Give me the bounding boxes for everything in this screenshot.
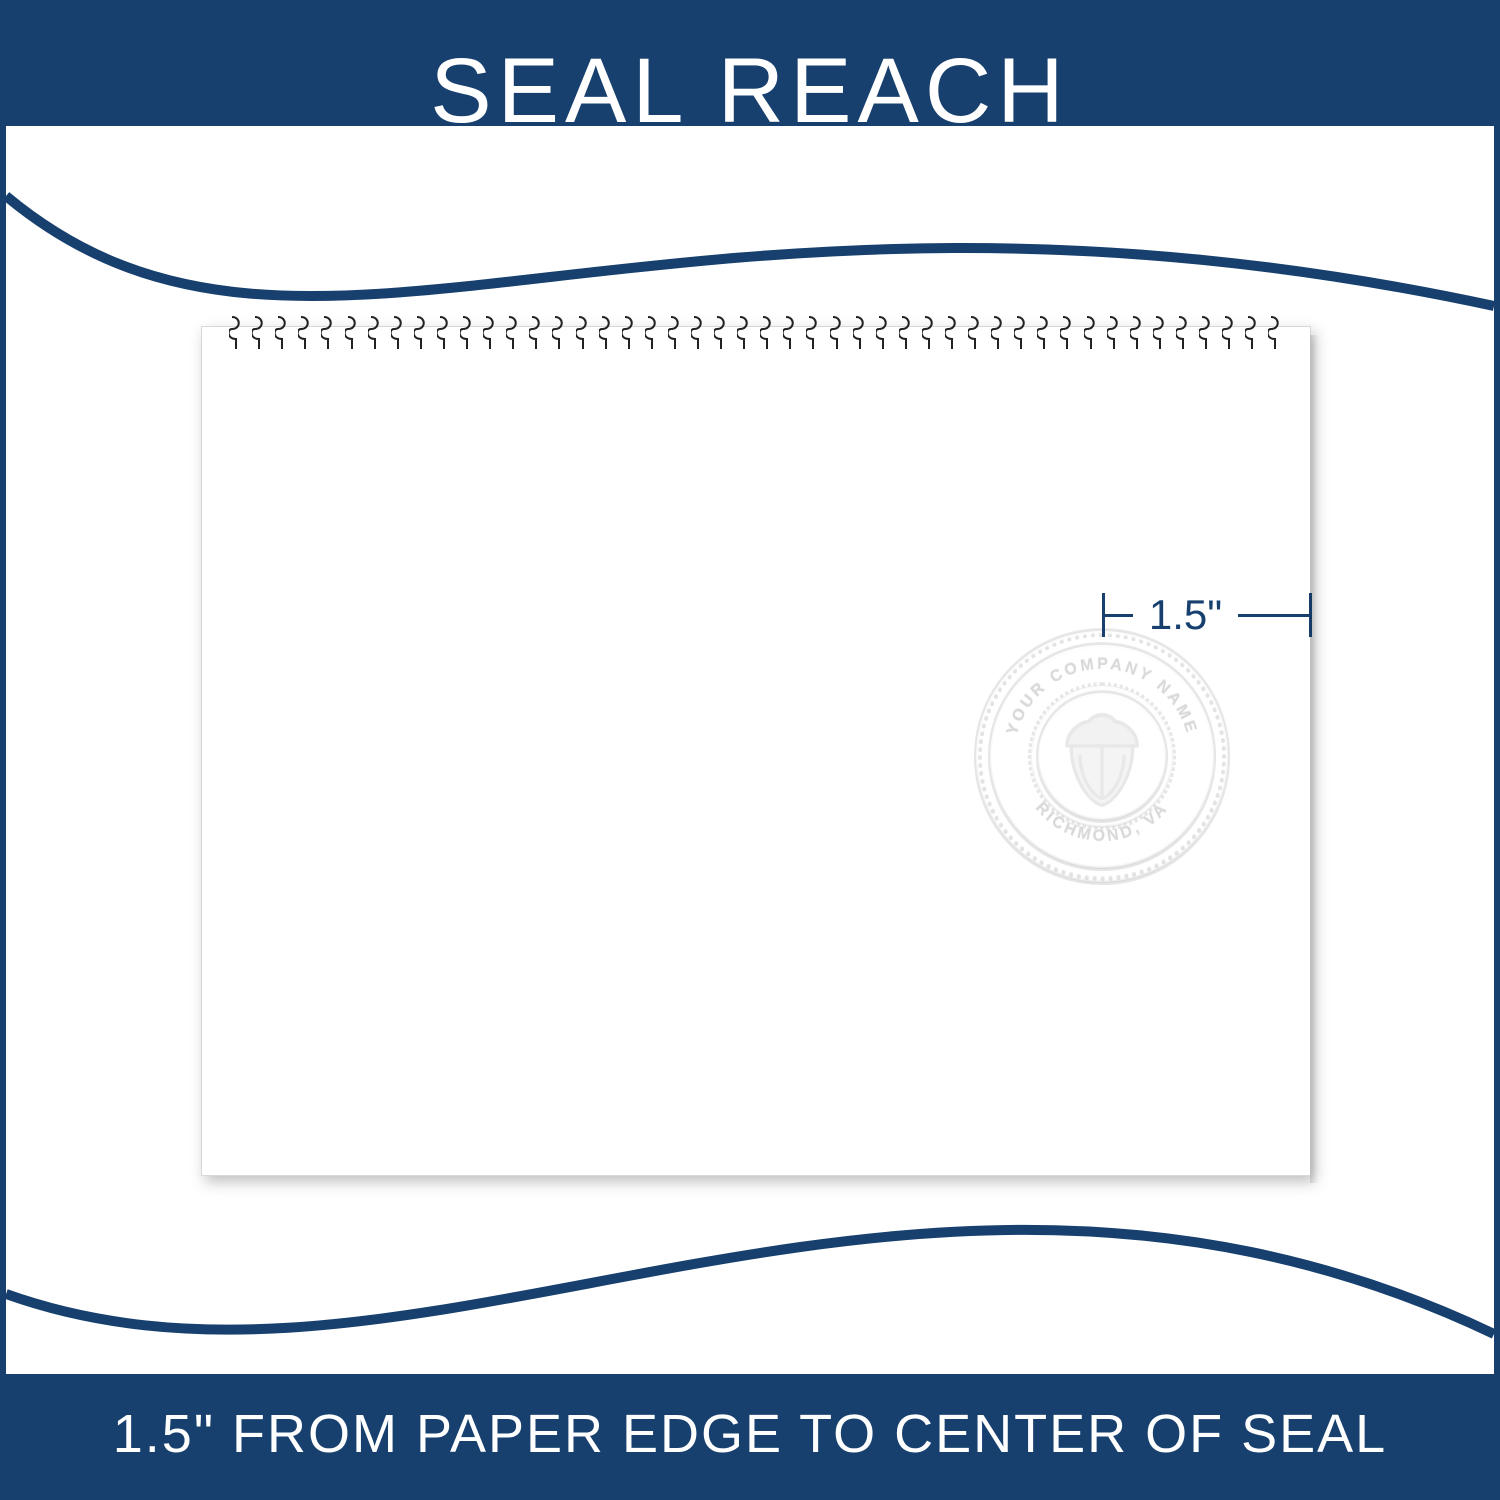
spiral-loop [645,315,659,349]
header-band: SEAL REACH [6,6,1494,176]
spiral-loop [345,315,359,349]
spiral-loop [460,315,474,349]
spiral-loop [622,315,636,349]
spiral-loop [1084,315,1098,349]
spiral-loop [599,315,613,349]
spiral-loop [806,315,820,349]
spiral-loop [552,315,566,349]
spiral-loop [1199,315,1213,349]
measure-right-cap [1309,593,1312,637]
measure-label: 1.5" [1133,591,1238,639]
spiral-loop [1153,315,1167,349]
spiral-loop [783,315,797,349]
spiral-loop [414,315,428,349]
notepad: YOUR COMPANY NAME RICHMOND, VA 1.5" [201,326,1311,1176]
measure-bar-left [1105,614,1133,617]
spiral-loop [760,315,774,349]
spiral-loop [830,315,844,349]
measure-bar-right [1238,614,1309,617]
acorn-icon [1047,702,1157,812]
spiral-loop [229,315,243,349]
spiral-loop [437,315,451,349]
footer-band: 1.5" FROM PAPER EDGE TO CENTER OF SEAL [6,1374,1494,1494]
spiral-loop [968,315,982,349]
spiral-loop [853,315,867,349]
spiral-loop [1107,315,1121,349]
spiral-loop [1268,315,1282,349]
spiral-loop [945,315,959,349]
spiral-loop [483,315,497,349]
spiral-loop [714,315,728,349]
spiral-loop [922,315,936,349]
spiral-loop [1176,315,1190,349]
spiral-loop [576,315,590,349]
spiral-loop [252,315,266,349]
spiral-loop [991,315,1005,349]
spiral-loop [668,315,682,349]
spiral-loop [529,315,543,349]
spiral-loop [506,315,520,349]
spiral-loop [1060,315,1074,349]
outer-frame: SEAL REACH YOUR COMPANY NAME RICHMOND, V… [0,0,1500,1500]
spiral-loop [391,315,405,349]
page-title: SEAL REACH [430,39,1069,144]
spiral-loop [275,315,289,349]
spiral-loop [298,315,312,349]
spiral-loop [1037,315,1051,349]
spiral-loop [1014,315,1028,349]
spiral-loop [899,315,913,349]
embossed-seal: YOUR COMPANY NAME RICHMOND, VA [974,629,1230,885]
spiral-loop [1222,315,1236,349]
spiral-loop [368,315,382,349]
spiral-binding [202,309,1310,349]
spiral-loop [1245,315,1259,349]
spiral-loop [321,315,335,349]
spiral-loop [691,315,705,349]
spiral-loop [737,315,751,349]
footer-text: 1.5" FROM PAPER EDGE TO CENTER OF SEAL [113,1403,1387,1465]
spiral-loop [1130,315,1144,349]
spiral-loop [876,315,890,349]
reach-measurement: 1.5" [1102,593,1312,637]
